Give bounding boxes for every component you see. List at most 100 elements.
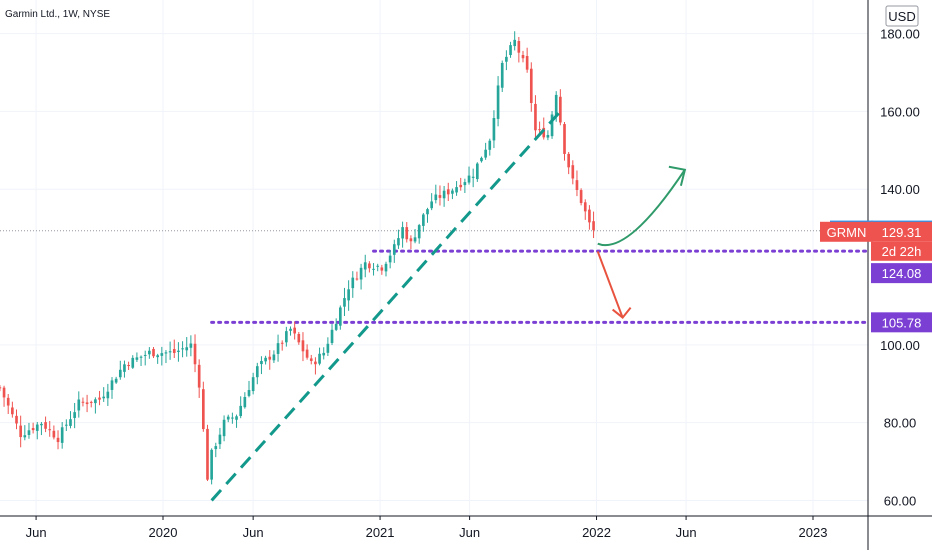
candle-body	[11, 407, 14, 415]
candle-body	[293, 327, 296, 334]
candle-body	[289, 328, 292, 331]
candle-body	[0, 387, 2, 389]
candle-body	[255, 366, 259, 378]
drawings	[210, 110, 687, 502]
candle-body	[226, 416, 230, 420]
candle-body	[168, 351, 172, 353]
candle-body	[579, 190, 583, 204]
ticker-tag-bg	[820, 221, 873, 242]
candle-body	[19, 425, 22, 438]
candle-body	[106, 391, 110, 399]
y-tick-label: 80.00	[884, 416, 917, 431]
candle-body	[85, 402, 89, 405]
candle-body	[505, 56, 508, 62]
candle-body	[222, 419, 226, 437]
candle-body	[326, 343, 330, 353]
candle-body	[65, 424, 68, 426]
candle-body	[388, 255, 392, 263]
candle-body	[56, 437, 60, 443]
candle-body	[247, 390, 251, 396]
candle-body	[206, 428, 209, 480]
candle-body	[471, 176, 475, 178]
candle-body	[44, 422, 47, 429]
candle-body	[380, 267, 384, 271]
candle-body	[592, 221, 595, 231]
candle-body	[210, 449, 213, 480]
candle-body	[413, 237, 417, 242]
candle-body	[488, 140, 492, 150]
projection-up-arrowhead	[668, 165, 687, 186]
candle-body	[401, 227, 404, 239]
candle-body	[392, 244, 396, 255]
candle-body	[143, 354, 147, 356]
grid	[0, 0, 868, 516]
candle-body	[148, 350, 151, 355]
candle-body	[193, 343, 197, 365]
projection-up-arrow	[597, 169, 686, 246]
candle-body	[343, 298, 346, 307]
candle-body	[563, 124, 566, 154]
candle-body	[583, 202, 587, 212]
candle-body	[172, 349, 176, 353]
candle-body	[496, 85, 500, 119]
candle-body	[135, 357, 139, 360]
candle-body	[446, 189, 450, 195]
x-tick-label: Jun	[459, 525, 480, 540]
candle-body	[77, 399, 81, 411]
candle-body	[131, 357, 135, 368]
candle-body	[231, 417, 234, 419]
candle-body	[372, 268, 375, 270]
candle-body	[60, 427, 64, 443]
last-price-tag-bg	[871, 221, 932, 242]
x-tick-label: Jun	[26, 525, 47, 540]
candle-body	[272, 354, 276, 361]
candle-body	[500, 62, 504, 88]
candle-body	[459, 184, 463, 188]
candle-body	[513, 39, 517, 47]
y-tick-label: 160.00	[880, 104, 920, 119]
currency-button[interactable]: USD	[885, 5, 919, 27]
y-tick-label: 180.00	[880, 27, 920, 42]
candle-body	[2, 387, 6, 398]
candle-body	[185, 347, 189, 351]
candle-body	[160, 353, 164, 356]
currency-label[interactable]: USD	[888, 9, 915, 24]
candle-body	[480, 157, 483, 162]
candle-body	[318, 353, 321, 364]
x-tick-label: 2021	[366, 525, 395, 540]
candle-body	[554, 94, 558, 117]
candle-body	[417, 225, 421, 239]
level-2-tag-bg	[871, 312, 932, 333]
candle-body	[35, 424, 39, 431]
candle-body	[285, 331, 288, 343]
horizontal-levels	[0, 230, 870, 324]
candle-body	[575, 180, 579, 190]
candle-body	[588, 209, 591, 223]
candle-body	[73, 412, 76, 418]
candle-body	[305, 349, 309, 358]
candle-body	[127, 364, 130, 367]
candle-body	[118, 369, 122, 378]
candle-body	[368, 263, 371, 269]
candle-body	[243, 396, 247, 408]
candle-body	[347, 289, 350, 301]
candle-body	[475, 163, 479, 180]
candle-body	[177, 350, 180, 353]
candle-body	[309, 358, 313, 361]
candle-body	[334, 323, 338, 330]
candle-body	[301, 340, 305, 352]
candle-body	[110, 380, 114, 390]
x-tick-label: Jun	[243, 525, 264, 540]
candle-body	[384, 263, 388, 272]
candle-body	[521, 55, 525, 59]
candle-body	[197, 364, 201, 388]
candle-body	[397, 238, 400, 246]
candle-body	[571, 165, 575, 179]
candle-body	[81, 401, 85, 403]
y-tick-label: 100.00	[880, 338, 920, 353]
candle-body	[438, 195, 442, 198]
candle-body	[280, 342, 284, 344]
